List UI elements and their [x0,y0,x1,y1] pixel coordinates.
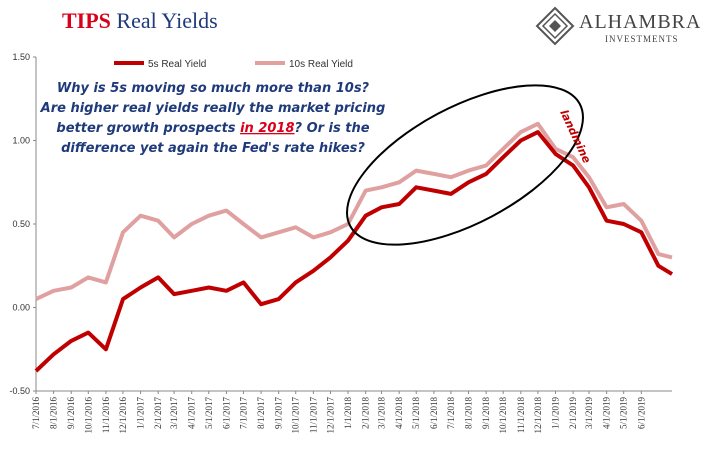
series-line-10s [35,121,673,301]
brand-name: ALHAMBRA [579,11,700,33]
brand-logo-mark: ALHAMBRA INVESTMENTS [535,6,700,46]
x-tick-label: 11/1/2017 [308,397,318,434]
axes: 1.50 1.00 0.50 0.00 -0.507/1/2016 8/1/2016 9/1… [9,52,672,434]
chart-title-part2: Real Yields [116,8,218,33]
diamond-logo-icon [535,6,575,46]
series-group [34,121,674,373]
x-tick-label: 5/1/2017 [204,397,214,430]
x-tick-label: 4/1/2017 [187,397,197,430]
x-tick-label: 10/1/2017 [291,397,301,434]
annotation-line: Why is 5s moving so much more than 10s? [57,81,370,96]
series-line-5s [34,130,674,373]
x-tick-label: 7/1/2017 [238,397,248,430]
x-tick-label: 4/1/2018 [394,397,404,430]
x-tick-label: 12/1/2018 [533,397,543,434]
x-tick-label: 1/1/2018 [343,397,353,430]
x-tick-label: 12/1/2016 [118,397,128,434]
x-tick-label: 9/1/2018 [481,397,491,430]
annotation-segment: ? Or is the [295,121,370,136]
y-tick-label: 0.50 [12,219,30,229]
x-tick-label: 9/1/2017 [274,397,284,430]
annotation-line: better growth prospects in 2018? Or is t… [56,121,369,136]
x-tick-label: 7/1/2016 [31,397,41,430]
chart-title: TIPS Real Yields [62,8,218,34]
x-tick-label: 10/1/2018 [498,397,508,434]
legend: 5s Real Yield 10s Real Yield [114,59,353,70]
y-tick-label: 0.00 [12,303,30,313]
y-tick-label: 1.00 [12,136,30,146]
x-tick-label: 3/1/2018 [377,397,387,430]
y-tick-label: -0.50 [9,386,30,396]
legend-label-5s: 5s Real Yield [148,59,206,70]
x-tick-label: 2/1/2018 [361,397,371,430]
brand-logo: ALHAMBRA INVESTMENTS [535,6,700,52]
x-tick-label: 2/1/2019 [568,397,578,430]
annotation-segment: in 2018 [240,121,294,136]
x-tick-label: 6/1/2017 [221,397,231,430]
x-tick-label: 2/1/2017 [153,397,163,430]
annotation-line: difference yet again the Fed's rate hike… [61,141,365,156]
x-tick-label: 7/1/2018 [446,397,456,430]
x-tick-label: 10/1/2016 [83,397,93,434]
x-tick-label: 1/1/2017 [136,397,146,430]
x-tick-label: 8/1/2017 [256,397,266,430]
annotation-text: Why is 5s moving so much more than 10s? A… [40,81,386,156]
x-tick-label: 1/1/2019 [550,397,560,430]
x-tick-label: 11/1/2016 [101,397,111,434]
x-tick-label: 6/1/2018 [429,397,439,430]
x-tick-label: 3/1/2017 [169,397,179,430]
x-tick-label: 12/1/2017 [325,397,335,434]
x-tick-label: 5/1/2018 [411,397,421,430]
x-tick-label: 8/1/2018 [464,397,474,430]
legend-label-10s: 10s Real Yield [289,59,353,70]
chart-title-part1: TIPS [62,8,111,33]
annotation-line: Are higher real yields really the market… [40,101,386,116]
x-tick-label: 11/1/2018 [516,397,526,434]
highlight-ellipse [346,84,584,246]
x-tick-label: 3/1/2019 [584,397,594,430]
brand-subtitle: INVESTMENTS [605,34,679,44]
x-tick-label: 9/1/2016 [66,397,76,430]
x-tick-label: 5/1/2019 [619,397,629,430]
x-tick-label: 4/1/2019 [602,397,612,430]
x-tick-label: 8/1/2016 [49,397,59,430]
y-tick-label: 1.50 [12,52,30,62]
x-tick-label: 6/1/2019 [636,397,646,430]
annotation-segment: better growth prospects [56,121,240,136]
